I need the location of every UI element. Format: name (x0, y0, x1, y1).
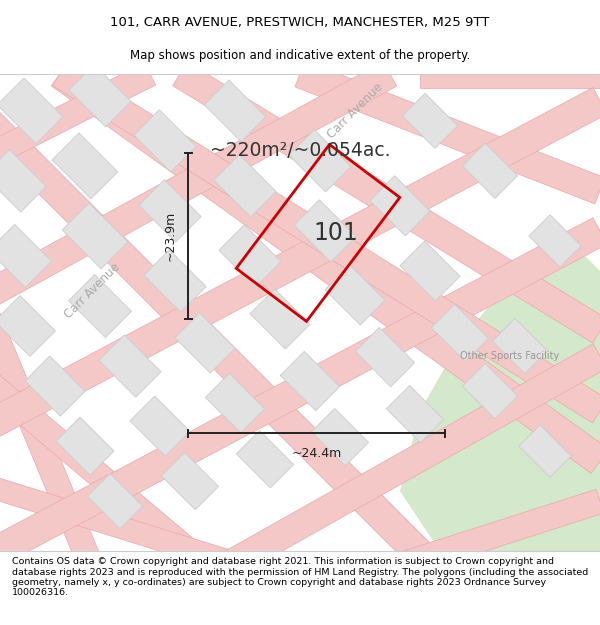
Polygon shape (161, 452, 218, 510)
Polygon shape (173, 62, 600, 343)
Polygon shape (294, 200, 356, 262)
Polygon shape (219, 225, 281, 287)
Polygon shape (0, 217, 600, 594)
Polygon shape (56, 417, 114, 475)
Polygon shape (386, 386, 443, 442)
Polygon shape (134, 109, 196, 172)
Polygon shape (289, 130, 351, 192)
Polygon shape (139, 180, 201, 242)
Polygon shape (325, 265, 385, 325)
Polygon shape (51, 61, 600, 473)
Polygon shape (0, 88, 600, 464)
Text: 101, CARR AVENUE, PRESTWICH, MANCHESTER, M25 9TT: 101, CARR AVENUE, PRESTWICH, MANCHESTER,… (110, 16, 490, 29)
Polygon shape (355, 328, 415, 387)
Text: Contains OS data © Crown copyright and database right 2021. This information is : Contains OS data © Crown copyright and d… (12, 557, 588, 598)
Polygon shape (311, 409, 368, 466)
Polygon shape (403, 93, 458, 148)
Polygon shape (463, 143, 518, 199)
Polygon shape (519, 425, 571, 478)
Polygon shape (130, 396, 190, 456)
Polygon shape (400, 241, 460, 301)
Polygon shape (88, 474, 143, 529)
Text: Map shows position and indicative extent of the property.: Map shows position and indicative extent… (130, 49, 470, 62)
Text: Carr Avenue: Carr Avenue (62, 261, 122, 321)
Polygon shape (25, 356, 85, 416)
Polygon shape (99, 335, 161, 398)
Polygon shape (0, 296, 55, 356)
Polygon shape (53, 62, 600, 423)
Polygon shape (68, 274, 131, 338)
Polygon shape (205, 373, 265, 433)
Text: ~24.4m: ~24.4m (292, 447, 341, 459)
Polygon shape (420, 60, 600, 88)
Polygon shape (346, 489, 600, 593)
Text: ~220m²/~0.054ac.: ~220m²/~0.054ac. (210, 141, 390, 161)
Polygon shape (0, 331, 268, 621)
Polygon shape (52, 133, 118, 199)
Polygon shape (280, 351, 340, 411)
Text: 101: 101 (314, 221, 358, 245)
Polygon shape (236, 431, 293, 488)
Polygon shape (250, 289, 310, 349)
Polygon shape (144, 250, 206, 312)
Polygon shape (0, 224, 52, 288)
Polygon shape (0, 61, 397, 333)
Polygon shape (193, 344, 600, 594)
Polygon shape (62, 203, 128, 269)
Polygon shape (0, 62, 155, 192)
Polygon shape (431, 304, 488, 362)
Polygon shape (0, 63, 488, 622)
Polygon shape (214, 155, 276, 217)
Polygon shape (204, 80, 266, 142)
Polygon shape (69, 64, 131, 127)
Polygon shape (370, 176, 430, 236)
Text: Carr Avenue: Carr Avenue (325, 81, 385, 141)
Text: ~23.9m: ~23.9m (163, 211, 176, 261)
Polygon shape (400, 241, 600, 551)
Polygon shape (463, 364, 518, 419)
Polygon shape (175, 313, 235, 373)
Polygon shape (295, 61, 600, 204)
Polygon shape (529, 215, 581, 267)
Polygon shape (0, 78, 63, 144)
Polygon shape (0, 150, 46, 212)
Polygon shape (493, 318, 548, 374)
Polygon shape (0, 461, 393, 622)
Polygon shape (0, 196, 122, 616)
Text: Other Sports Facility: Other Sports Facility (460, 351, 560, 361)
